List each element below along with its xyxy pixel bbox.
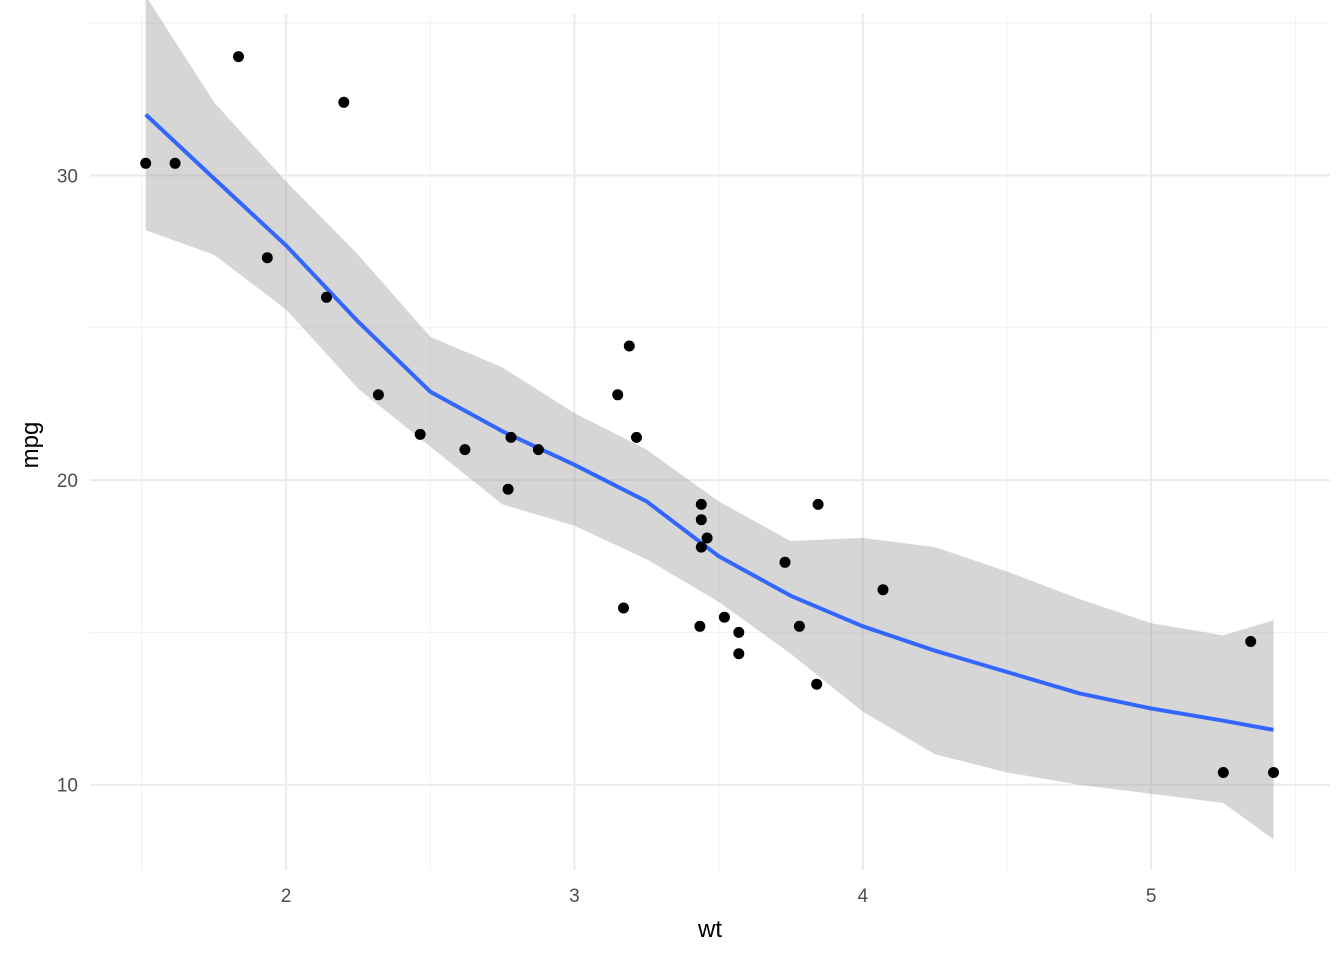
data-point	[505, 431, 517, 443]
data-point	[631, 431, 642, 443]
data-point	[701, 532, 713, 544]
data-point	[1245, 636, 1257, 647]
data-point	[140, 157, 152, 169]
y-tick-label: 30	[57, 166, 78, 187]
data-point	[321, 291, 332, 303]
x-tick-label: 3	[569, 886, 580, 907]
data-point	[694, 620, 706, 632]
confidence-ribbon	[145, 0, 1274, 840]
data-point	[532, 444, 544, 456]
x-axis-tick-labels: 2 3 4 5	[281, 886, 1157, 907]
minor-gridlines	[90, 14, 1330, 870]
data-point	[372, 389, 384, 401]
data-point	[695, 514, 707, 526]
data-point	[459, 444, 471, 456]
data-point	[261, 252, 273, 264]
data-point	[733, 648, 745, 660]
data-point	[811, 678, 823, 690]
data-point	[812, 498, 824, 510]
data-point	[338, 96, 350, 108]
data-point	[623, 340, 635, 352]
data-point	[793, 620, 805, 632]
y-axis-title: mpg	[17, 422, 44, 469]
data-point	[695, 498, 707, 510]
data-point	[1217, 767, 1229, 778]
data-point	[779, 556, 791, 568]
data-point	[414, 428, 426, 440]
data-point	[233, 51, 244, 63]
x-tick-label: 4	[858, 886, 869, 907]
y-axis-tick-labels: 10 20 30	[57, 166, 78, 796]
data-point	[718, 611, 730, 623]
smooth-trend-line	[144, 113, 1274, 732]
x-tick-label: 5	[1146, 886, 1157, 907]
data-point	[733, 626, 745, 638]
y-tick-label: 10	[57, 776, 78, 797]
data-point	[612, 389, 624, 401]
data-point	[169, 157, 181, 169]
y-tick-label: 20	[57, 471, 78, 492]
data-point	[877, 584, 889, 596]
data-point	[502, 483, 514, 495]
x-axis-title: wt	[697, 916, 722, 943]
data-point	[695, 541, 707, 553]
data-point	[1268, 767, 1279, 778]
x-tick-label: 2	[281, 886, 292, 907]
scatter-points	[140, 51, 1279, 778]
major-gridlines	[90, 14, 1330, 870]
data-point	[618, 602, 629, 614]
